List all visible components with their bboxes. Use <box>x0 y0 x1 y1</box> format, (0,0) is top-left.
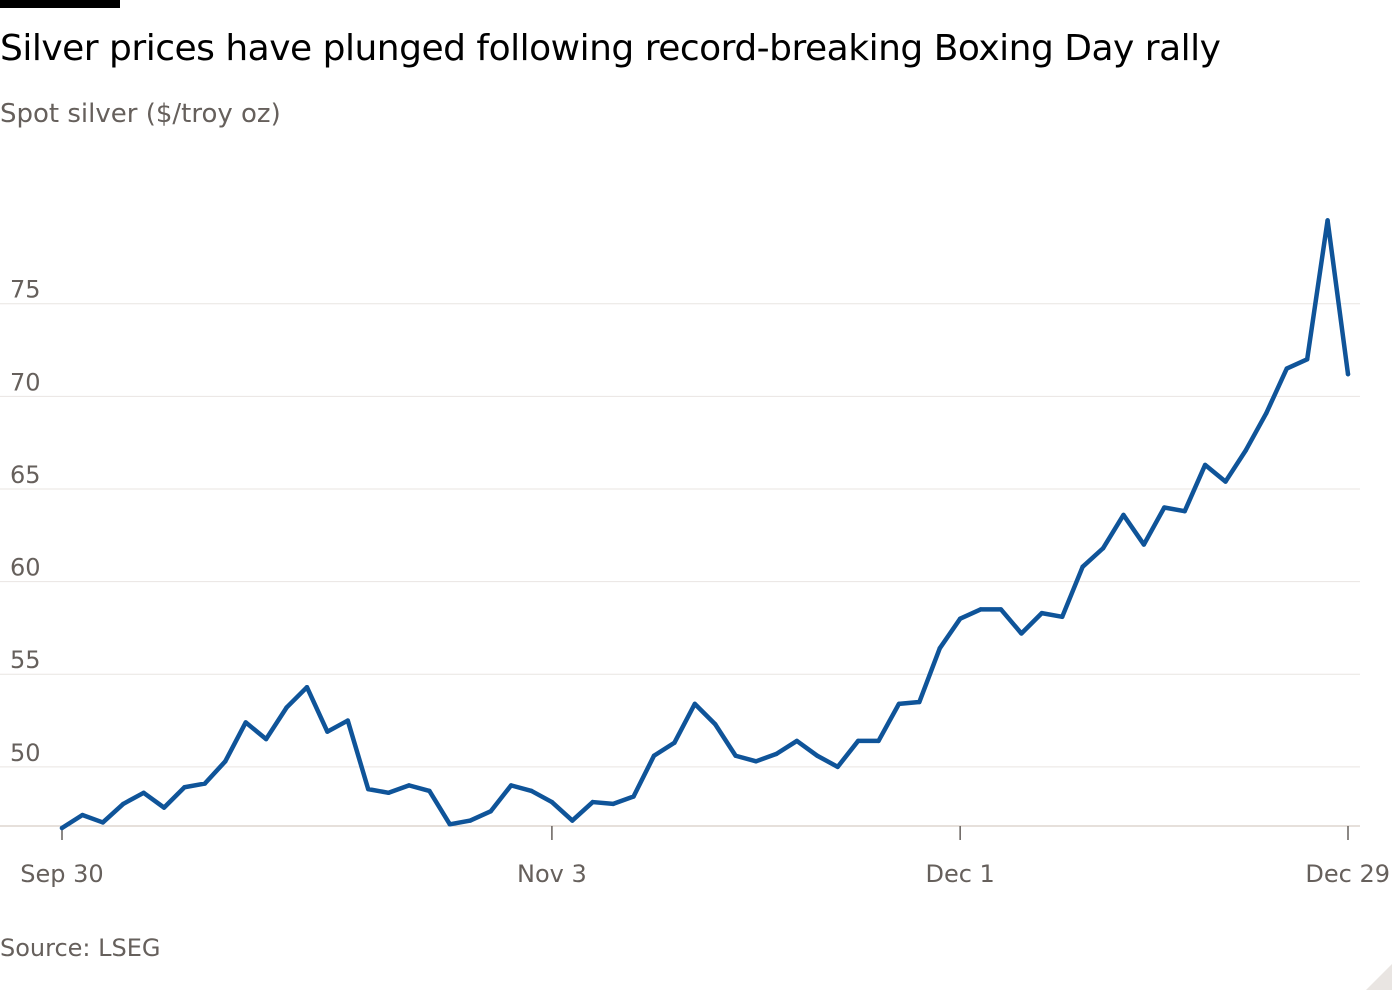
data-point <box>753 759 759 764</box>
data-point <box>161 805 167 810</box>
data-point <box>835 764 840 770</box>
data-point <box>1100 546 1106 551</box>
data-point <box>223 759 228 764</box>
y-tick-label-65: 65 <box>10 461 41 489</box>
data-point <box>365 786 371 792</box>
data-point <box>1019 631 1024 636</box>
data-point <box>80 812 85 818</box>
data-point <box>590 799 595 805</box>
data-point <box>59 825 65 831</box>
y-tick-label-70: 70 <box>10 368 41 396</box>
data-point <box>876 738 881 744</box>
data-point <box>1080 564 1085 569</box>
y-tick-label-75: 75 <box>10 276 41 304</box>
data-point <box>733 753 738 758</box>
data-point <box>508 783 514 788</box>
data-point <box>100 820 106 825</box>
data-point <box>1304 357 1310 362</box>
corner-fold-icon <box>1366 964 1392 990</box>
data-point <box>1162 505 1167 510</box>
x-tick-label: Dec 29 <box>1305 860 1390 888</box>
x-tick-label: Dec 1 <box>925 860 994 888</box>
data-point <box>1243 447 1249 453</box>
data-point <box>406 783 412 788</box>
data-point <box>182 785 187 790</box>
y-tick-label-55: 55 <box>10 646 41 674</box>
source-note: Source: LSEG <box>0 934 161 962</box>
series-line-spot-silver <box>59 218 1351 831</box>
data-point <box>815 753 820 758</box>
data-point <box>1141 542 1147 547</box>
data-point <box>672 740 677 745</box>
data-point <box>549 799 555 805</box>
data-point <box>121 801 126 807</box>
x-tick-label: Nov 3 <box>517 860 587 888</box>
data-point <box>202 781 208 786</box>
data-point <box>284 705 289 710</box>
data-point <box>1182 509 1187 514</box>
data-point <box>468 818 473 823</box>
y-axis: 50 55 60 65 70 75 <box>10 276 41 767</box>
chart-subtitle: Spot silver ($/troy oz) <box>0 99 281 129</box>
x-tick-label: Sep 30 <box>20 860 103 888</box>
data-point <box>345 718 350 723</box>
data-point <box>978 607 983 612</box>
data-point <box>917 699 922 705</box>
data-point <box>713 722 718 727</box>
data-point <box>631 794 636 799</box>
data-point <box>427 788 432 794</box>
y-tick-label-60: 60 <box>10 554 41 582</box>
data-point <box>325 729 330 734</box>
data-point <box>1202 462 1208 468</box>
data-point <box>1060 614 1065 620</box>
data-point <box>1264 410 1269 416</box>
data-point <box>1345 371 1351 377</box>
data-point <box>304 685 310 690</box>
data-point <box>1121 512 1126 518</box>
data-point <box>447 822 453 827</box>
data-point <box>651 753 657 758</box>
data-point <box>263 736 269 742</box>
data-point <box>141 790 146 796</box>
data-point <box>896 701 902 707</box>
data-point <box>774 751 779 757</box>
data-point <box>692 701 697 707</box>
gridlines <box>0 303 1360 768</box>
data-point <box>794 738 800 744</box>
series <box>59 218 1351 831</box>
data-point <box>1039 610 1045 616</box>
data-point <box>570 818 575 823</box>
data-point <box>488 809 493 814</box>
data-point <box>937 646 942 651</box>
data-point <box>957 616 963 621</box>
data-point <box>998 607 1004 612</box>
data-point <box>610 801 616 807</box>
y-tick-label-50: 50 <box>10 739 41 767</box>
data-point <box>386 790 391 796</box>
brand-accent-bar <box>0 0 120 8</box>
data-point <box>529 788 534 794</box>
x-axis: Sep 30 Nov 3 Dec 1 Dec 29 <box>0 825 1390 888</box>
data-point <box>1325 218 1330 223</box>
data-point <box>1223 479 1228 484</box>
chart-title: Silver prices have plunged following rec… <box>0 28 1221 69</box>
data-point <box>243 720 248 725</box>
data-point <box>855 738 861 744</box>
data-point <box>1284 366 1289 371</box>
